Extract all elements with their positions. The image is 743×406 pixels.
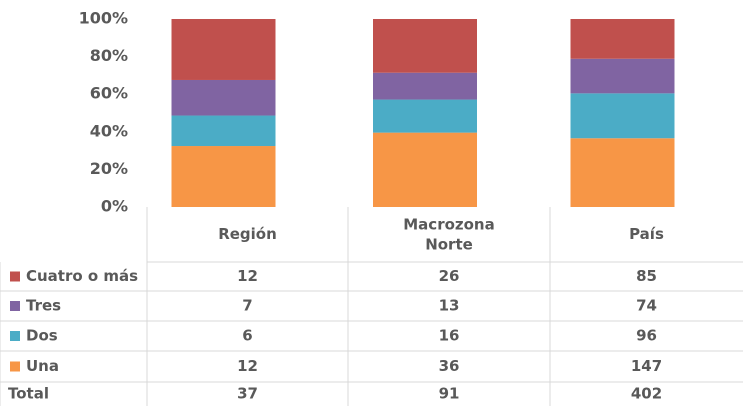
legend-swatch <box>10 361 20 372</box>
total-value: 402 <box>631 385 662 403</box>
y-tick-label: 80% <box>90 46 128 65</box>
table-value: 74 <box>636 297 657 315</box>
bar-segment <box>171 115 276 147</box>
table-value: 6 <box>242 327 252 345</box>
bar-segment <box>570 138 675 207</box>
legend-swatch <box>10 331 20 341</box>
bar-segment <box>570 19 675 59</box>
bar-segment <box>570 93 675 139</box>
legend-label: Dos <box>26 327 58 345</box>
table-value: 12 <box>237 267 258 285</box>
category-label: Macrozona Norte <box>403 215 494 253</box>
bar-segment <box>373 132 477 207</box>
bar-segment <box>570 58 675 94</box>
bar-segment <box>171 146 276 207</box>
category-label: País <box>629 225 664 243</box>
legend-label: Tres <box>26 297 61 315</box>
category-label: Región <box>218 225 277 243</box>
table-value: 7 <box>242 297 252 315</box>
total-value: 91 <box>439 385 460 403</box>
y-tick-label: 40% <box>90 121 128 140</box>
y-tick-label: 100% <box>79 9 128 28</box>
legend-swatch <box>10 301 20 311</box>
table-value: 13 <box>439 297 460 315</box>
table-value: 96 <box>636 327 657 345</box>
legend-label: Una <box>26 357 59 375</box>
legend-label: Cuatro o más <box>26 267 138 285</box>
legend-swatch <box>10 271 20 282</box>
y-tick-label: 0% <box>101 197 128 216</box>
y-tick-label: 20% <box>90 159 128 178</box>
y-tick-label: 60% <box>90 84 128 103</box>
bar-segment <box>373 72 477 100</box>
bar-segment <box>171 79 276 116</box>
bar-segment <box>171 19 276 80</box>
table-value: 147 <box>631 357 662 375</box>
total-label: Total <box>8 385 49 403</box>
total-value: 37 <box>237 385 258 403</box>
bar-segment <box>373 99 477 133</box>
table-value: 12 <box>237 357 258 375</box>
table-value: 36 <box>439 357 460 375</box>
bar-segment <box>373 19 477 73</box>
table-value: 26 <box>439 267 460 285</box>
table-value: 85 <box>636 267 657 285</box>
table-value: 16 <box>439 327 460 345</box>
